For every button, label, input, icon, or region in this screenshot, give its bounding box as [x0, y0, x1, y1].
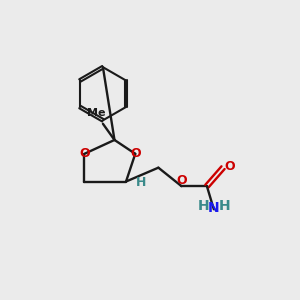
- Text: H: H: [218, 199, 230, 213]
- Text: H: H: [136, 176, 146, 189]
- Text: H: H: [198, 199, 209, 213]
- Text: O: O: [79, 147, 90, 160]
- Text: O: O: [176, 174, 187, 187]
- Text: N: N: [208, 201, 220, 215]
- Text: O: O: [225, 160, 235, 173]
- Text: Me: Me: [87, 108, 105, 118]
- Text: O: O: [130, 147, 141, 160]
